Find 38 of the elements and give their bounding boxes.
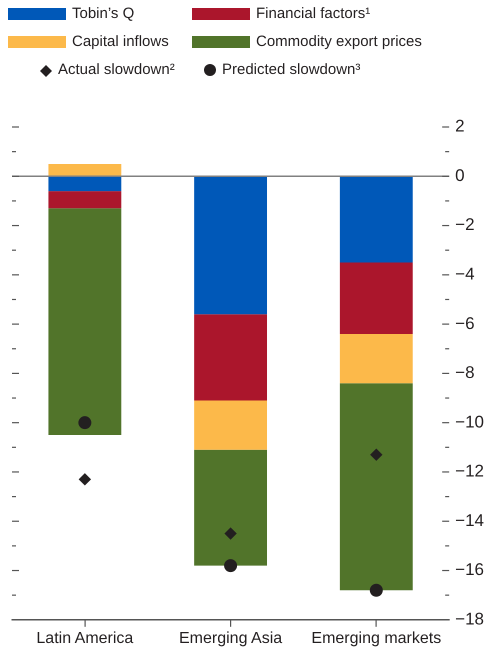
point — [224, 528, 237, 540]
bar — [194, 314, 268, 401]
point — [78, 416, 92, 430]
x-tick-label: Latin America — [36, 630, 134, 647]
y-tick-label: 0 — [455, 166, 465, 185]
bar — [340, 334, 413, 384]
bar — [194, 400, 268, 450]
bar — [48, 176, 122, 192]
legend-label: Actual slowdown² — [58, 61, 175, 78]
y-tick-label: −4 — [455, 264, 475, 284]
x-tick-label: Emerging markets — [311, 630, 442, 647]
bar — [48, 208, 122, 435]
bar — [48, 191, 122, 208]
bar — [194, 450, 268, 566]
legend-label: Capital inflows — [72, 33, 169, 50]
y-tick-label: −10 — [455, 412, 484, 432]
y-tick-label: −6 — [455, 314, 475, 333]
legend-label: Commodity export prices — [256, 33, 422, 50]
y-tick-label: −18 — [455, 609, 484, 628]
y-tick-label: −14 — [455, 510, 484, 530]
point — [78, 473, 91, 486]
bar — [340, 176, 413, 263]
y-tick-label: −16 — [455, 560, 484, 580]
bar — [340, 262, 413, 334]
point — [370, 448, 382, 461]
point — [224, 559, 238, 572]
point — [370, 584, 383, 597]
legend-label: Financial factors¹ — [256, 5, 370, 22]
x-tick-label: Emerging Asia — [178, 630, 282, 647]
y-tick-label: −12 — [455, 462, 484, 481]
y-tick-label: −8 — [455, 363, 475, 382]
bar — [340, 383, 413, 590]
bar — [194, 176, 268, 314]
legend-label: Tobin’s Q — [72, 5, 134, 22]
y-tick-label: 2 — [455, 116, 465, 136]
y-tick-label: −2 — [455, 215, 475, 234]
bar — [48, 164, 122, 176]
legend-label: Predicted slowdown³ — [222, 61, 360, 78]
